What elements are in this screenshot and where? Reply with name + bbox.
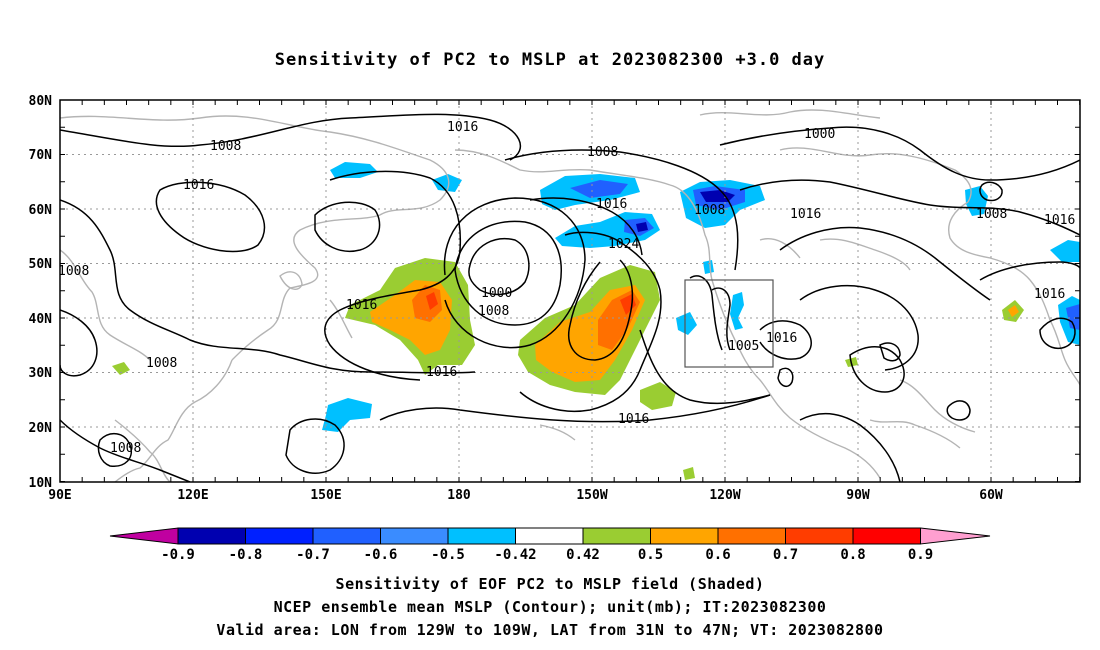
colorbar-tick-label: -0.5 bbox=[431, 547, 465, 563]
colorbar-tick-label: 0.8 bbox=[840, 547, 865, 563]
contour-label: 1008 bbox=[58, 264, 89, 279]
negative-sensitivity-area bbox=[322, 398, 372, 432]
y-tick-label: 50N bbox=[29, 257, 53, 272]
sensitivity-shading bbox=[112, 162, 1080, 480]
grid-lines bbox=[60, 100, 1080, 482]
x-tick-label: 180 bbox=[447, 488, 471, 503]
negative-sensitivity-area bbox=[432, 174, 462, 192]
positive-sensitivity-area bbox=[426, 292, 438, 310]
y-tick-label: 30N bbox=[29, 366, 53, 381]
map-title: Sensitivity of PC2 to MSLP at 2023082300… bbox=[274, 50, 826, 70]
negative-sensitivity-area bbox=[1066, 304, 1080, 330]
contour-label: 1005 bbox=[728, 339, 759, 354]
colorbar-segment bbox=[785, 527, 854, 545]
contour-labels: 1016 1008 1016 1008 1016 1008 1000 1008 … bbox=[58, 120, 1075, 456]
contour-label: 1016 bbox=[596, 197, 627, 212]
y-tick-label: 80N bbox=[29, 94, 53, 109]
negative-sensitivity-area bbox=[570, 180, 628, 198]
colorbar-segment bbox=[177, 527, 246, 545]
caption-line-2: NCEP ensemble mean MSLP (Contour); unit(… bbox=[273, 598, 827, 616]
contour-label: 1016 bbox=[346, 298, 377, 313]
contour-label: 1016 bbox=[183, 178, 214, 193]
contour-label: 1000 bbox=[804, 127, 835, 142]
negative-sensitivity-area bbox=[330, 162, 378, 178]
x-tick-label: 120E bbox=[177, 488, 208, 503]
y-tick-label: 70N bbox=[29, 148, 53, 163]
colorbar-tick-label: -0.8 bbox=[229, 547, 263, 563]
frame-ticks bbox=[59, 99, 1081, 482]
x-axis-labels: 90E 120E 150E 180 150W 120W 90W 60W bbox=[48, 488, 1003, 503]
negative-sensitivity-area bbox=[703, 260, 714, 274]
colorbar-tick-label: -0.42 bbox=[494, 547, 536, 563]
coastlines bbox=[60, 109, 1080, 482]
x-tick-label: 60W bbox=[979, 488, 1003, 503]
colorbar-segment bbox=[109, 527, 179, 545]
contour-label: 1016 bbox=[790, 207, 821, 222]
positive-sensitivity-area bbox=[683, 467, 695, 480]
positive-sensitivity-area bbox=[640, 382, 676, 410]
negative-sensitivity-area bbox=[700, 190, 735, 202]
plot-area bbox=[60, 100, 1080, 482]
contour-label: 1008 bbox=[478, 304, 509, 319]
negative-sensitivity-area bbox=[1050, 240, 1080, 262]
colorbar-segment bbox=[582, 527, 651, 545]
contour-label: 1024 bbox=[608, 237, 639, 252]
positive-sensitivity-area bbox=[1008, 305, 1019, 317]
colorbar-tick-label: -0.7 bbox=[296, 547, 330, 563]
y-tick-label: 20N bbox=[29, 421, 53, 436]
contour-label: 1008 bbox=[976, 207, 1007, 222]
colorbar-segment bbox=[312, 527, 381, 545]
caption-line-1: Sensitivity of EOF PC2 to MSLP field (Sh… bbox=[335, 575, 765, 593]
colorbar-tick-label: 0.9 bbox=[908, 547, 933, 563]
x-tick-label: 90W bbox=[846, 488, 870, 503]
y-axis-labels: 80N 70N 60N 50N 40N 30N 20N 10N bbox=[29, 94, 53, 491]
colorbar: -0.9 -0.8 -0.7 -0.6 -0.5 -0.42 0.42 0.5 … bbox=[109, 527, 991, 563]
colorbar-segment bbox=[515, 527, 584, 545]
colorbar-segment bbox=[852, 527, 921, 545]
mslp-contours bbox=[60, 113, 1080, 482]
contour-label: 1016 bbox=[1044, 213, 1075, 228]
y-tick-label: 60N bbox=[29, 203, 53, 218]
contour-label: 1016 bbox=[766, 331, 797, 346]
y-tick-label: 40N bbox=[29, 312, 53, 327]
colorbar-segment bbox=[245, 527, 314, 545]
contour-label: 1000 bbox=[481, 286, 512, 301]
x-tick-label: 120W bbox=[709, 488, 740, 503]
x-tick-label: 150E bbox=[310, 488, 341, 503]
negative-sensitivity-area bbox=[636, 222, 648, 232]
contour-label: 1008 bbox=[146, 356, 177, 371]
y-tick-label: 10N bbox=[29, 476, 53, 491]
contour-label: 1016 bbox=[426, 365, 457, 380]
contour-label: 1008 bbox=[110, 441, 141, 456]
colorbar-tick-label: -0.6 bbox=[364, 547, 398, 563]
contour-label: 1016 bbox=[1034, 287, 1065, 302]
contour-label: 1016 bbox=[618, 412, 649, 427]
colorbar-tick-label: 0.7 bbox=[773, 547, 798, 563]
valid-area-box bbox=[684, 279, 774, 368]
colorbar-segment bbox=[717, 527, 786, 545]
contour-label: 1016 bbox=[447, 120, 478, 135]
negative-sensitivity-area bbox=[730, 292, 744, 330]
contour-label: 1008 bbox=[210, 139, 241, 154]
colorbar-tick-label: 0.5 bbox=[638, 547, 663, 563]
colorbar-segment bbox=[650, 527, 719, 545]
x-tick-label: 90E bbox=[48, 488, 71, 503]
positive-sensitivity-area bbox=[112, 362, 130, 375]
colorbar-segment bbox=[380, 527, 449, 545]
colorbar-tick-label: 0.6 bbox=[705, 547, 730, 563]
contour-label: 1008 bbox=[694, 203, 725, 218]
colorbar-segment bbox=[447, 527, 516, 545]
colorbar-segment bbox=[920, 527, 991, 545]
colorbar-tick-label: -0.9 bbox=[161, 547, 195, 563]
caption-line-3: Valid area: LON from 129W to 109W, LAT f… bbox=[216, 621, 884, 639]
x-tick-label: 150W bbox=[576, 488, 607, 503]
contour-label: 1008 bbox=[587, 145, 618, 160]
colorbar-tick-label: 0.42 bbox=[566, 547, 600, 563]
